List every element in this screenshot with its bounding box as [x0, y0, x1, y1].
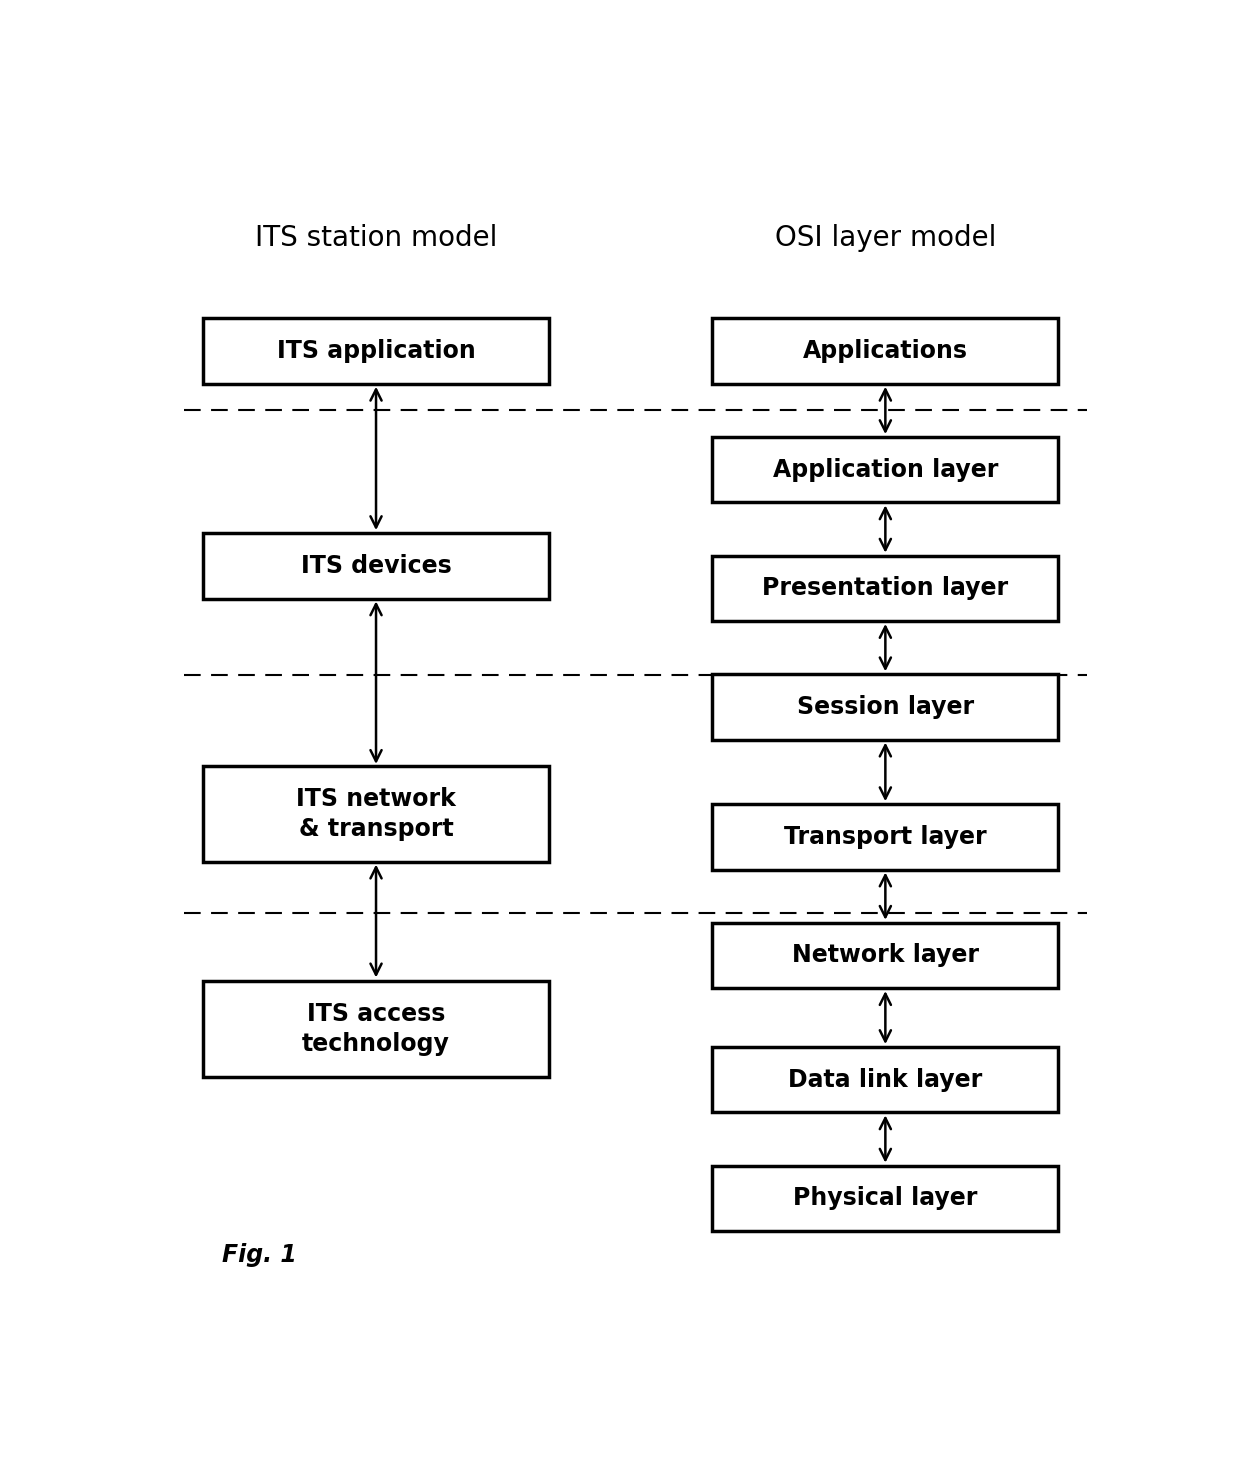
FancyBboxPatch shape	[203, 766, 549, 863]
Text: Transport layer: Transport layer	[784, 824, 987, 849]
FancyBboxPatch shape	[713, 1166, 1059, 1231]
Text: Applications: Applications	[802, 339, 968, 364]
Text: ITS devices: ITS devices	[300, 553, 451, 578]
FancyBboxPatch shape	[713, 923, 1059, 989]
Text: ITS network
& transport: ITS network & transport	[296, 788, 456, 841]
Text: Session layer: Session layer	[797, 695, 973, 719]
Text: ITS application: ITS application	[277, 339, 475, 364]
FancyBboxPatch shape	[713, 1047, 1059, 1112]
Text: Fig. 1: Fig. 1	[222, 1243, 298, 1267]
FancyBboxPatch shape	[203, 318, 549, 384]
Text: OSI layer model: OSI layer model	[775, 224, 996, 252]
FancyBboxPatch shape	[713, 437, 1059, 503]
FancyBboxPatch shape	[203, 533, 549, 599]
FancyBboxPatch shape	[713, 675, 1059, 739]
FancyBboxPatch shape	[713, 556, 1059, 621]
Text: Presentation layer: Presentation layer	[763, 577, 1008, 600]
Text: Physical layer: Physical layer	[794, 1187, 977, 1210]
FancyBboxPatch shape	[203, 981, 549, 1077]
Text: Data link layer: Data link layer	[789, 1068, 982, 1091]
FancyBboxPatch shape	[713, 804, 1059, 870]
FancyBboxPatch shape	[713, 318, 1059, 384]
Text: Network layer: Network layer	[792, 943, 978, 967]
Text: ITS station model: ITS station model	[255, 224, 497, 252]
Text: ITS access
technology: ITS access technology	[303, 1002, 450, 1056]
Text: Application layer: Application layer	[773, 458, 998, 481]
